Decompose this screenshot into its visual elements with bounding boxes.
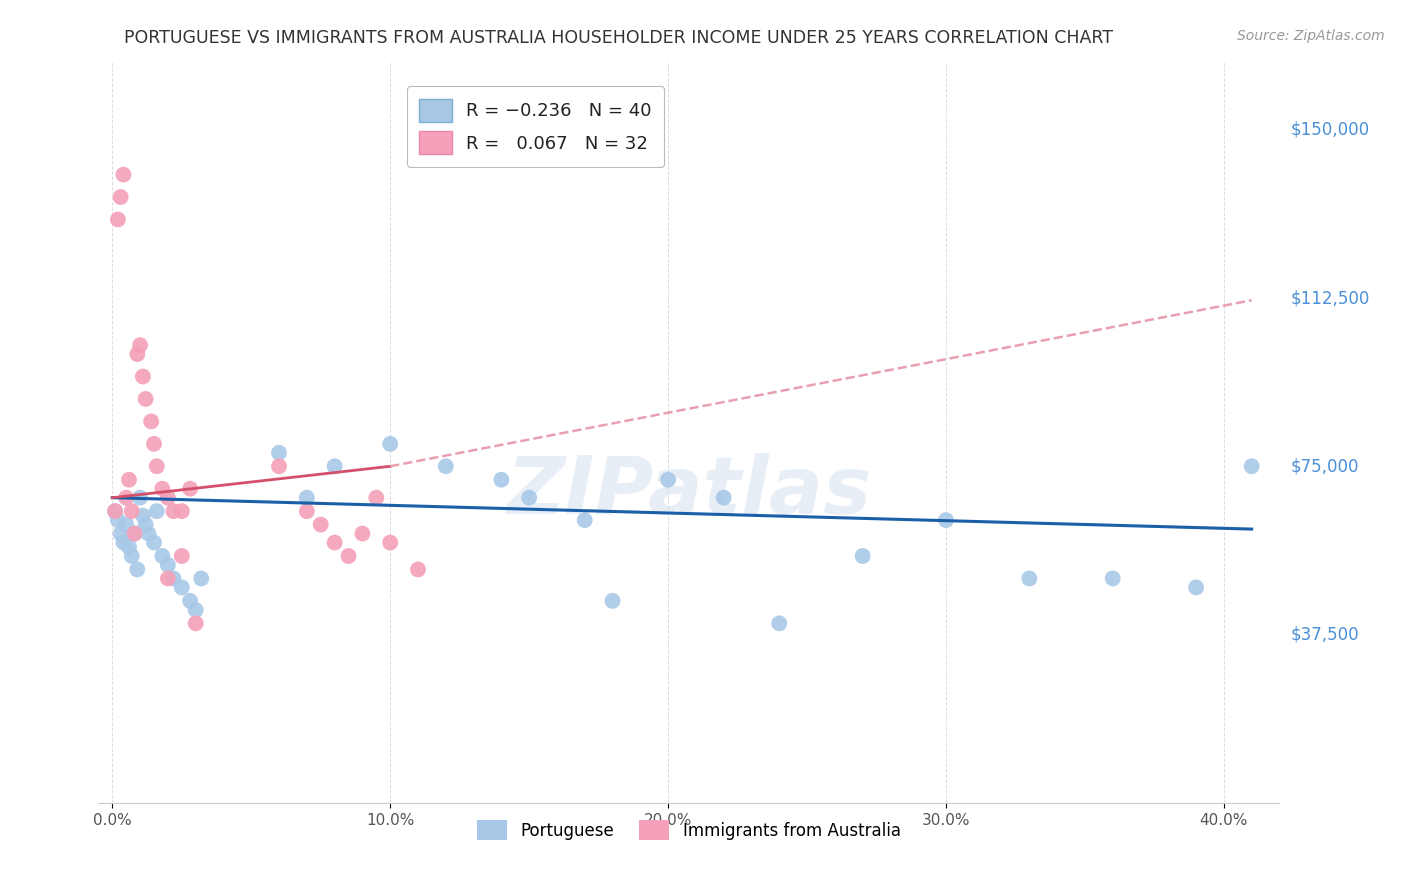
- Point: [366, 491, 388, 505]
- Point: [434, 459, 457, 474]
- Text: ZIPatlas: ZIPatlas: [506, 453, 872, 531]
- Point: [295, 504, 318, 518]
- Point: [713, 491, 735, 505]
- Point: [323, 459, 346, 474]
- Point: [170, 504, 193, 518]
- Point: [150, 482, 173, 496]
- Point: [156, 558, 179, 572]
- Point: [1018, 571, 1040, 585]
- Point: [127, 347, 149, 361]
- Point: [118, 540, 141, 554]
- Point: [127, 562, 149, 576]
- Point: [352, 526, 374, 541]
- Text: $75,000: $75,000: [1291, 458, 1360, 475]
- Point: [112, 168, 135, 182]
- Point: [143, 437, 166, 451]
- Point: [184, 603, 207, 617]
- Y-axis label: Householder Income Under 25 years: Householder Income Under 25 years: [0, 280, 8, 585]
- Point: [380, 437, 402, 451]
- Point: [1240, 459, 1263, 474]
- Point: [170, 549, 193, 563]
- Point: [132, 508, 155, 523]
- Point: [852, 549, 875, 563]
- Point: [1185, 581, 1208, 595]
- Point: [143, 535, 166, 549]
- Point: [517, 491, 540, 505]
- Point: [162, 504, 184, 518]
- Point: [107, 513, 129, 527]
- Text: PORTUGUESE VS IMMIGRANTS FROM AUSTRALIA HOUSEHOLDER INCOME UNDER 25 YEARS CORREL: PORTUGUESE VS IMMIGRANTS FROM AUSTRALIA …: [124, 29, 1114, 46]
- Point: [135, 517, 157, 532]
- Text: $112,500: $112,500: [1291, 289, 1369, 307]
- Point: [323, 535, 346, 549]
- Point: [337, 549, 360, 563]
- Point: [121, 504, 143, 518]
- Text: $37,500: $37,500: [1291, 625, 1360, 643]
- Point: [107, 212, 129, 227]
- Point: [146, 459, 169, 474]
- Point: [602, 594, 624, 608]
- Point: [129, 338, 152, 352]
- Point: [104, 504, 127, 518]
- Text: Source: ZipAtlas.com: Source: ZipAtlas.com: [1237, 29, 1385, 43]
- Point: [141, 414, 163, 428]
- Point: [121, 549, 143, 563]
- Point: [112, 535, 135, 549]
- Point: [150, 549, 173, 563]
- Point: [574, 513, 596, 527]
- Point: [295, 491, 318, 505]
- Point: [115, 517, 138, 532]
- Point: [115, 491, 138, 505]
- Point: [129, 491, 152, 505]
- Point: [406, 562, 429, 576]
- Point: [170, 581, 193, 595]
- Legend: Portuguese, Immigrants from Australia: Portuguese, Immigrants from Australia: [471, 814, 907, 847]
- Point: [267, 459, 290, 474]
- Point: [935, 513, 957, 527]
- Text: $150,000: $150,000: [1291, 120, 1369, 139]
- Point: [179, 482, 201, 496]
- Point: [132, 369, 155, 384]
- Point: [768, 616, 790, 631]
- Point: [380, 535, 402, 549]
- Point: [657, 473, 679, 487]
- Point: [156, 491, 179, 505]
- Point: [110, 190, 132, 204]
- Point: [124, 526, 146, 541]
- Point: [138, 526, 160, 541]
- Point: [118, 473, 141, 487]
- Point: [1101, 571, 1123, 585]
- Point: [491, 473, 513, 487]
- Point: [110, 526, 132, 541]
- Point: [267, 446, 290, 460]
- Point: [190, 571, 212, 585]
- Point: [309, 517, 332, 532]
- Point: [156, 571, 179, 585]
- Point: [124, 526, 146, 541]
- Point: [104, 504, 127, 518]
- Point: [135, 392, 157, 406]
- Point: [179, 594, 201, 608]
- Point: [184, 616, 207, 631]
- Point: [162, 571, 184, 585]
- Point: [146, 504, 169, 518]
